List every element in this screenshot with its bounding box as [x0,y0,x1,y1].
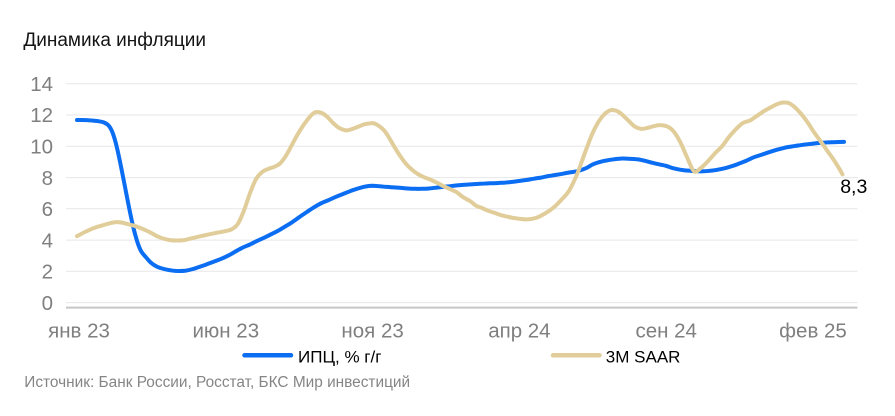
svg-text:14: 14 [30,73,53,96]
svg-text:8,3: 8,3 [840,176,867,198]
svg-text:Источник: Банк России, Росстат: Источник: Банк России, Росстат, БКС Мир … [24,374,410,391]
svg-text:ноя 23: ноя 23 [341,320,403,343]
svg-text:фев 25: фев 25 [779,320,847,343]
svg-text:8: 8 [42,167,53,190]
svg-text:0: 0 [42,292,53,315]
svg-text:10: 10 [30,136,53,159]
svg-text:3M SAAR: 3M SAAR [606,348,681,367]
svg-text:6: 6 [42,198,53,221]
svg-text:Динамика инфляции: Динамика инфляции [23,30,206,51]
svg-text:4: 4 [42,229,53,252]
svg-text:сен 24: сен 24 [635,320,696,343]
svg-text:июн 23: июн 23 [192,320,259,343]
svg-text:12: 12 [30,104,53,127]
svg-text:ИПЦ, % г/г: ИПЦ, % г/г [298,348,381,367]
svg-text:2: 2 [42,261,53,284]
svg-text:янв 23: янв 23 [48,320,110,343]
svg-text:апр 24: апр 24 [488,320,550,343]
